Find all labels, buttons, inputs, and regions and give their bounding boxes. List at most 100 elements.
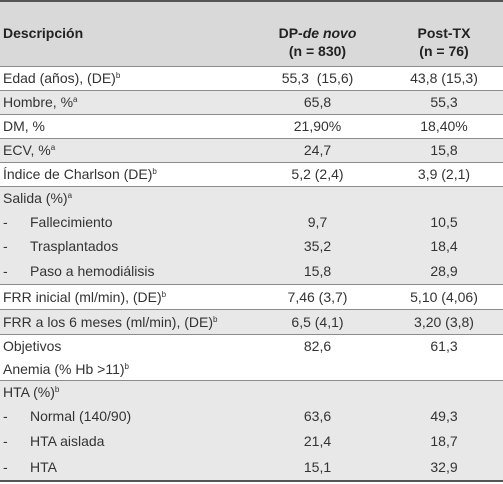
row-rule — [0, 162, 503, 163]
row-dash: - — [3, 459, 8, 475]
row-band — [0, 210, 503, 234]
row-dp-value: 63,6 — [303, 408, 332, 424]
row-dp-value: 5,2 (2,4) — [291, 166, 344, 182]
row-label-text: HTA aislada — [30, 433, 105, 449]
row-band — [0, 186, 503, 210]
row-tx-value: 18,4 — [430, 238, 458, 254]
row-dp-value: 15,8 — [303, 263, 332, 279]
footnote-marker: b — [124, 362, 129, 371]
row-dp-value: 21,4 — [303, 433, 332, 449]
row-label-text: Hombre, % — [3, 94, 74, 110]
row-dp-value: 7,46 (3,7) — [287, 289, 348, 305]
row-label-text: Objetivos — [3, 338, 62, 354]
row-rule — [0, 334, 503, 335]
row-label: DM, % — [3, 117, 45, 135]
footnote-marker: a — [50, 143, 56, 152]
row-label-text: HTA (%) — [3, 384, 55, 400]
footnote-marker: a — [73, 95, 78, 104]
row-label-text: Anemia (% Hb >11) — [3, 361, 125, 377]
row-tx-value: 15,8 — [430, 142, 458, 158]
row-dp-value: 6,5 (4,1) — [291, 314, 344, 330]
row-label: HTA (%)b — [3, 383, 59, 401]
row-rule — [0, 114, 503, 115]
row-label: Anemia (% Hb >11)b — [3, 360, 129, 378]
header-top-rule — [0, 0, 503, 2]
row-dash: - — [3, 433, 8, 449]
row-label: ECV, %a — [3, 141, 55, 159]
row-tx-value: 5,10 (4,06) — [410, 289, 478, 305]
row-band — [0, 309, 503, 334]
row-tx-value: 18,40% — [420, 118, 468, 134]
row-label: Objetivos — [3, 337, 61, 355]
row-label-text: FRR a los 6 meses (ml/min), (DE) — [3, 314, 214, 330]
row-label-text: Paso a hemodiálisis — [30, 263, 155, 279]
row-label-text: Salida (%) — [3, 190, 68, 206]
header-dp-n: (n = 830) — [288, 43, 347, 59]
row-dp-value: 82,6 — [303, 338, 332, 354]
footnote-marker: b — [213, 315, 218, 324]
footnote-marker: b — [115, 71, 121, 80]
row-label: FRR inicial (ml/min), (DE)b — [3, 288, 166, 306]
table-header — [0, 0, 503, 66]
row-label: Índice de Charlson (DE)b — [3, 165, 157, 183]
table-bottom-rule — [0, 480, 503, 482]
row-label-text: Trasplantados — [30, 238, 119, 254]
row-band — [0, 380, 503, 404]
row-label-text: Normal (140/90) — [30, 408, 132, 424]
row-label: FRR a los 6 meses (ml/min), (DE)b — [3, 313, 217, 331]
header-tx-title: Post-TX — [417, 25, 471, 41]
row-rule — [0, 186, 503, 187]
row-label: Hombre, %a — [3, 93, 77, 111]
header-descripcion: Descripción — [3, 25, 84, 41]
row-dp-value: 35,2 — [303, 238, 332, 254]
header-dp-title: DP-de novo — [278, 25, 357, 41]
row-band — [0, 234, 503, 258]
row-label: HTA aislada — [30, 432, 104, 450]
row-label-text: HTA — [30, 459, 57, 475]
row-dp-value: 24,7 — [303, 142, 332, 158]
row-label-text: Índice de Charlson (DE) — [3, 166, 153, 182]
row-band — [0, 258, 503, 284]
footnote-marker: b — [152, 167, 157, 176]
row-tx-value: 49,3 — [430, 408, 458, 424]
row-label: Edad (años), (DE)b — [3, 69, 120, 87]
row-tx-value: 28,9 — [430, 263, 458, 279]
row-tx-value: 3,9 (2,1) — [417, 166, 471, 182]
row-dash: - — [3, 408, 8, 424]
row-band — [0, 138, 503, 162]
row-band — [0, 90, 503, 114]
row-tx-value: 32,9 — [430, 459, 458, 475]
row-band — [0, 404, 503, 428]
row-rule — [0, 309, 503, 310]
footnote-marker: b — [161, 290, 167, 299]
row-label-text: Edad (años), (DE) — [3, 70, 116, 86]
row-dash: - — [3, 263, 8, 279]
row-dp-value: 15,1 — [303, 459, 332, 475]
row-label: Paso a hemodiálisis — [30, 262, 155, 280]
row-label: Trasplantados — [30, 237, 118, 255]
row-label-text: DM, % — [3, 118, 45, 134]
row-tx-value: 55,3 — [430, 94, 458, 110]
row-label: HTA — [30, 458, 57, 476]
row-rule — [0, 90, 503, 91]
row-label-text: FRR inicial (ml/min), (DE) — [3, 289, 162, 305]
row-rule — [0, 66, 503, 67]
row-rule — [0, 138, 503, 139]
header-tx-n: (n = 76) — [419, 43, 469, 59]
row-label-text: ECV, % — [3, 142, 51, 158]
row-tx-value: 18,7 — [430, 433, 458, 449]
row-rule — [0, 380, 503, 381]
row-rule — [0, 284, 503, 285]
footnote-marker: a — [67, 191, 73, 200]
row-tx-value: 3,20 (3,8) — [414, 314, 474, 330]
row-tx-value: 10,5 — [430, 214, 458, 230]
row-label: Fallecimiento — [30, 213, 112, 231]
row-dp-value: 65,8 — [303, 94, 332, 110]
footnote-marker: b — [54, 385, 60, 394]
row-band — [0, 428, 503, 454]
row-dash: - — [3, 238, 8, 254]
row-dash: - — [3, 214, 8, 230]
row-label-text: Fallecimiento — [30, 214, 113, 230]
row-dp-value: 9,7 — [307, 214, 328, 230]
